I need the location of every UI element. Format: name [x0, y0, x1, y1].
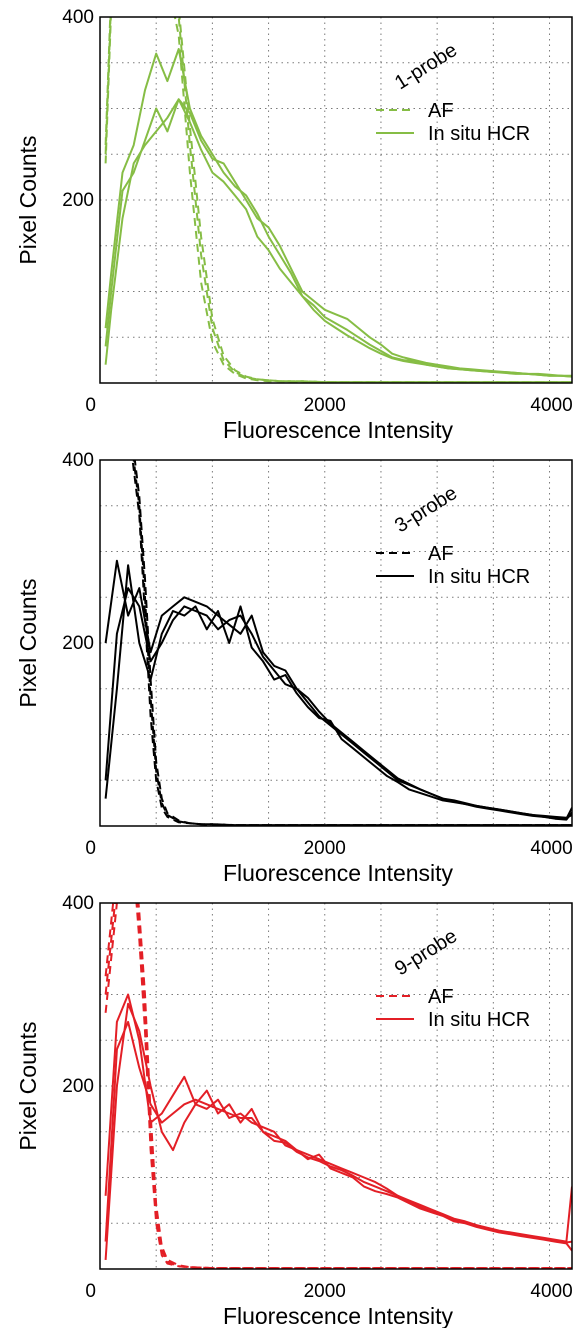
x-axis-label: Fluorescence Intensity [223, 417, 454, 443]
probe-annotation: 3-probe [391, 482, 461, 537]
af-series-4 [104, 903, 572, 1269]
chart-9-probe: 0 2000 4000 200 400 Fluorescence Intensity Pix… [15, 893, 573, 1328]
x-tick-label: 4000 [530, 838, 572, 859]
af-series-4 [132, 460, 572, 826]
x-axis-label: Fluorescence Intensity [223, 1303, 454, 1328]
x-tick-label: 0 [85, 838, 96, 859]
hcr-series-1 [104, 48, 572, 378]
y-axis-label: Pixel Counts [15, 135, 41, 264]
y-tick-label: 400 [62, 450, 94, 471]
af-series-5 [104, 17, 572, 383]
y-axis-label: Pixel Counts [15, 1021, 41, 1150]
af-series-6 [133, 460, 572, 826]
x-tick-label: 4000 [530, 395, 572, 416]
series-group [104, 460, 572, 826]
x-tick-label: 2000 [304, 395, 346, 416]
x-tick-label: 4000 [530, 1281, 572, 1302]
af-series-6 [104, 903, 572, 1269]
legend-label: In situ HCR [428, 123, 530, 145]
hcr-series-1 [104, 993, 572, 1243]
y-tick-label: 200 [62, 1076, 94, 1097]
legend-label: AF [428, 100, 454, 122]
series-group [104, 17, 572, 383]
plot-frame [99, 459, 573, 827]
x-axis-label: Fluorescence Intensity [223, 860, 454, 886]
grid [100, 903, 572, 1269]
y-tick-label: 200 [62, 190, 94, 211]
probe-annotation: 9-probe [391, 925, 461, 980]
x-tick-label: 2000 [304, 1281, 346, 1302]
grid [100, 17, 572, 383]
hcr-series-3 [104, 98, 572, 378]
y-tick-label: 400 [62, 7, 94, 28]
chart-3-probe: 0 2000 4000 200 400 Fluorescence Intensity Pix… [15, 450, 573, 886]
y-tick-label: 400 [62, 893, 94, 914]
probe-annotation: 1-probe [391, 39, 461, 94]
plot-frame [99, 902, 573, 1270]
legend-label: AF [428, 986, 454, 1008]
af-series-5 [104, 903, 572, 1269]
hcr-series-3 [104, 587, 572, 819]
series-group [104, 903, 572, 1269]
y-axis-label: Pixel Counts [15, 578, 41, 707]
y-tick-label: 200 [62, 633, 94, 654]
x-tick-label: 2000 [304, 838, 346, 859]
grid [100, 460, 572, 826]
legend-label: AF [428, 543, 454, 565]
plot-frame [99, 16, 573, 384]
hcr-series-3 [104, 1020, 572, 1244]
af-series-6 [104, 17, 572, 383]
x-tick-label: 0 [85, 1281, 96, 1302]
chart-1-probe: 0 2000 4000 200 400 Fluorescence Intensity Pix… [15, 7, 573, 443]
legend-label: In situ HCR [428, 1009, 530, 1031]
legend-label: In situ HCR [428, 566, 530, 588]
af-series-5 [131, 460, 572, 826]
x-tick-label: 0 [85, 395, 96, 416]
